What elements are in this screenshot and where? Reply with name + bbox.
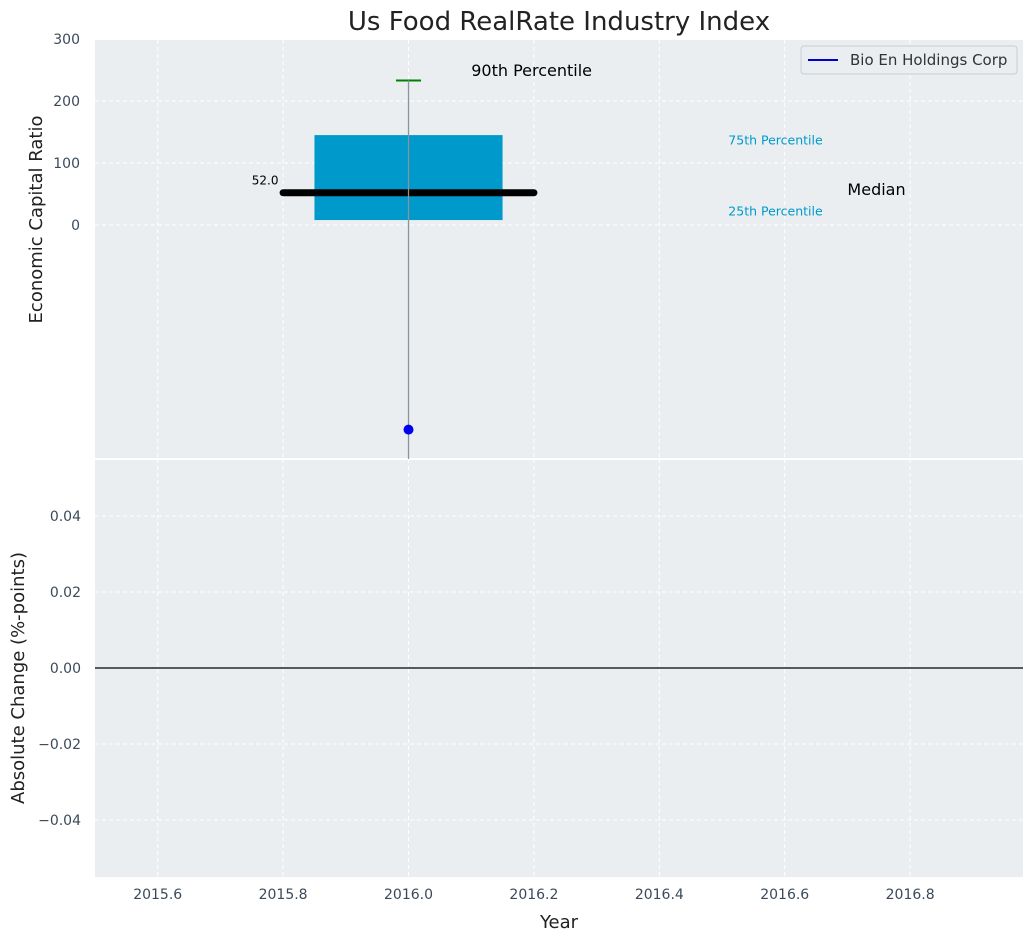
top-y-tick-label: 200: [53, 94, 80, 110]
median-value-label: 52.0: [252, 174, 279, 188]
top-panel: 0 100 200 300 Economic Capital Ratio 90th P…: [26, 32, 1023, 459]
bottom-y-tick-label: −0.02: [38, 737, 81, 753]
bottom-y-tick-label: 0.00: [50, 661, 81, 677]
top-y-axis-label: Economic Capital Ratio: [26, 116, 47, 324]
company-point: [403, 424, 414, 435]
legend: Bio En Holdings Corp: [800, 45, 1018, 75]
bottom-y-tick-label: 0.02: [50, 585, 81, 601]
bottom-y-ticks: −0.04 −0.02 0.00 0.02 0.04: [38, 509, 81, 829]
x-tick-label: 2016.4: [635, 887, 684, 903]
x-tick-label: 2015.8: [259, 887, 308, 903]
p75-annotation: 75th Percentile: [728, 132, 823, 147]
p90-annotation: 90th Percentile: [471, 61, 592, 80]
bottom-y-tick-label: −0.04: [38, 813, 81, 829]
top-y-tick-label: 100: [53, 156, 80, 172]
x-tick-label: 2016.0: [384, 887, 433, 903]
percentile-annotations: 90th Percentile 75th Percentile Median 25th…: [252, 61, 906, 219]
x-tick-label: 2016.6: [760, 887, 809, 903]
top-y-ticks: 0 100 200 300: [53, 32, 80, 234]
x-axis-label: Year: [539, 912, 579, 933]
x-tick-label: 2015.6: [133, 887, 182, 903]
bottom-y-tick-label: 0.04: [50, 509, 81, 525]
x-ticks: 2015.6 2015.8 2016.0 2016.2 2016.4 2016.6 2016…: [133, 887, 934, 903]
top-y-tick-label: 0: [71, 218, 80, 234]
chart-title: Us Food RealRate Industry Index: [348, 7, 770, 37]
p25-annotation: 25th Percentile: [728, 204, 823, 219]
x-tick-label: 2016.8: [886, 887, 935, 903]
x-tick-label: 2016.2: [509, 887, 558, 903]
top-plot-background: [95, 40, 1023, 459]
median-annotation: Median: [847, 180, 905, 199]
top-y-tick-label: 300: [53, 32, 80, 48]
top-grid: [95, 38, 1023, 459]
legend-entry-label: Bio En Holdings Corp: [850, 51, 1007, 69]
bottom-y-axis-label: Absolute Change (%-points): [8, 552, 29, 804]
bottom-panel: −0.04 −0.02 0.00 0.02 0.04 2015.6 2015.8 2016.…: [8, 459, 1023, 933]
legend-box: [800, 45, 1018, 75]
